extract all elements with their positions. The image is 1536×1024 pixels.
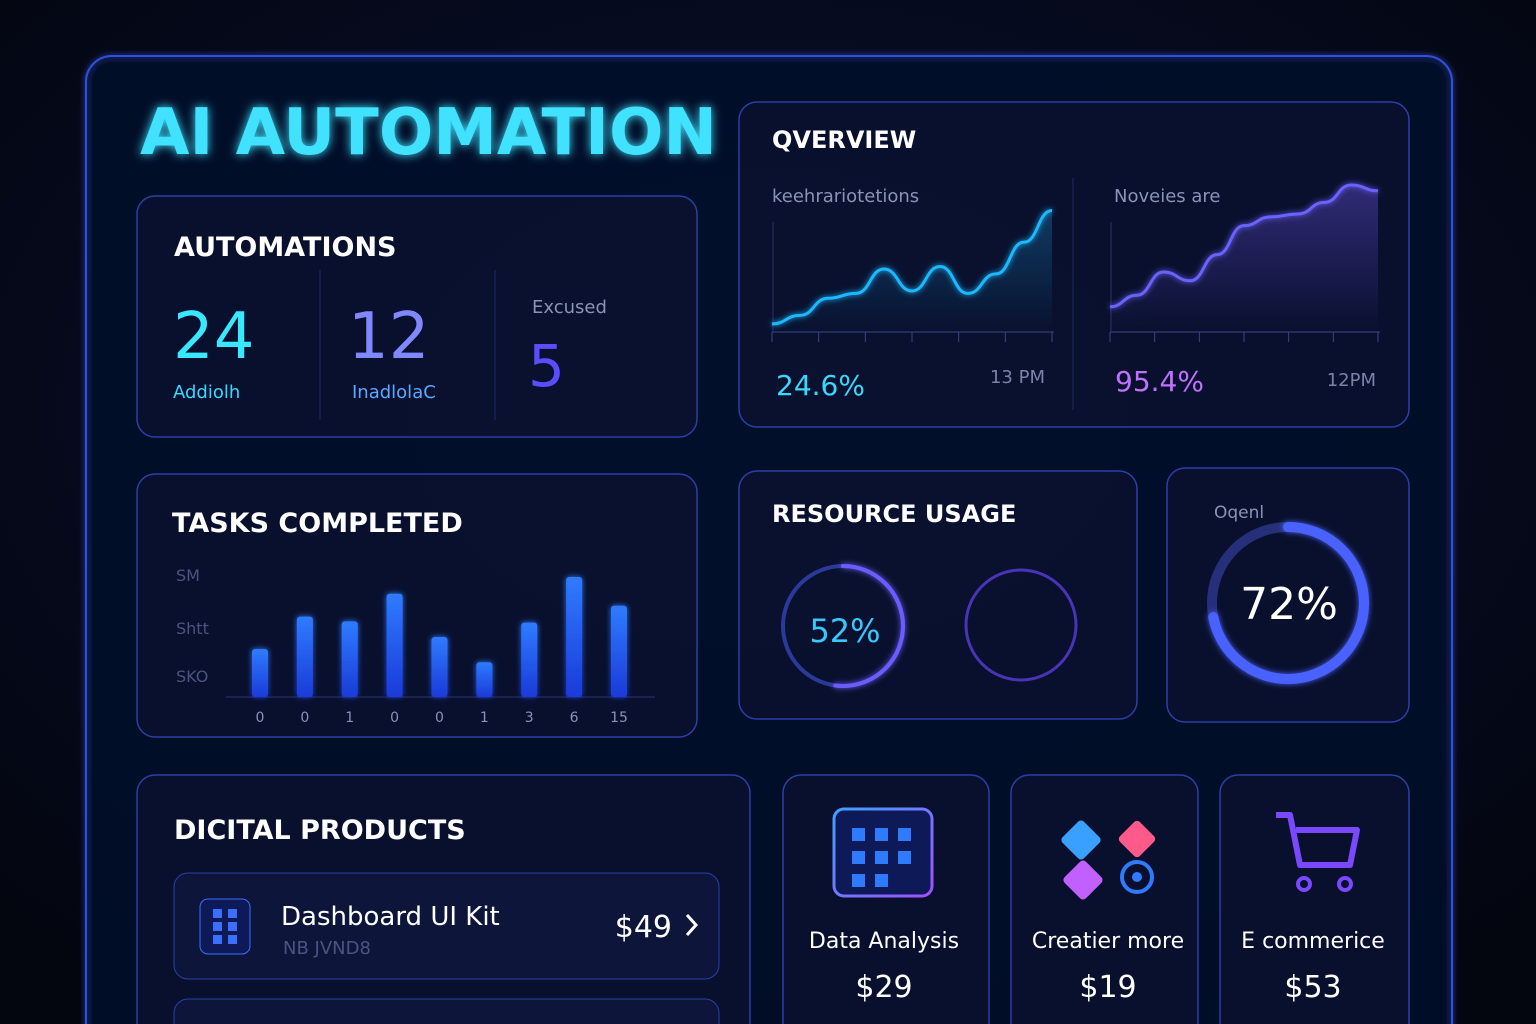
card-icon bbox=[1132, 872, 1142, 882]
bar bbox=[431, 637, 448, 697]
bar bbox=[521, 622, 538, 697]
card-icon bbox=[1063, 860, 1103, 900]
stat-value: 12 bbox=[348, 300, 429, 374]
item-name: Dashboard UI Kit bbox=[281, 902, 500, 932]
x-label: 15 bbox=[610, 710, 628, 726]
panel-title: RESOURCE USAGE bbox=[772, 500, 1016, 528]
gauge-title: Oqenl bbox=[1214, 503, 1264, 523]
overview-panel bbox=[738, 101, 1410, 428]
page-title: AI AUTOMATION bbox=[140, 96, 717, 170]
bar bbox=[296, 616, 313, 697]
stat-label: Excused bbox=[532, 297, 607, 318]
item-sub: NB JVND8 bbox=[283, 938, 371, 959]
product-item[interactable]: Dashboard UI Kit NB JVND8 $49 bbox=[173, 872, 720, 980]
line bbox=[1109, 183, 1379, 309]
card-icon bbox=[1118, 820, 1156, 858]
y-label: SM bbox=[176, 566, 200, 585]
stat-value: 24 bbox=[173, 300, 254, 374]
card-price: $29 bbox=[855, 970, 912, 1005]
x-label: 0 bbox=[435, 710, 444, 726]
bar-chart: SM Shtt SKO 0 0 1 0 0 1 3 6 15 bbox=[176, 566, 628, 726]
stat-label: InadlolaC bbox=[352, 382, 436, 403]
gauge-label: 72% bbox=[1240, 579, 1338, 630]
line-area bbox=[1110, 185, 1378, 332]
item-box[interactable] bbox=[173, 998, 720, 1024]
item-box bbox=[173, 872, 720, 980]
card-price: $19 bbox=[1079, 970, 1136, 1005]
card-price: $53 bbox=[1284, 970, 1341, 1005]
x-label: 0 bbox=[256, 710, 265, 726]
panel-title: QVERVIEW bbox=[772, 126, 916, 154]
open-panel bbox=[1166, 467, 1410, 723]
gauges bbox=[781, 522, 1369, 688]
overview-charts bbox=[771, 183, 1380, 342]
product-card[interactable]: Data Analysis $29 bbox=[782, 774, 990, 1024]
x-label: 0 bbox=[300, 710, 309, 726]
card-name: Data Analysis bbox=[809, 929, 959, 954]
card-name: Creatier more bbox=[1032, 929, 1184, 954]
ring-decoration bbox=[964, 568, 1078, 682]
bar bbox=[341, 621, 358, 697]
product-card[interactable]: Creatier more $19 bbox=[1010, 774, 1199, 1024]
panel-title: AUTOMATIONS bbox=[174, 232, 397, 263]
x-label: 6 bbox=[570, 710, 579, 726]
bar bbox=[386, 593, 403, 697]
stat-label: Addiolh bbox=[173, 382, 240, 403]
bar bbox=[611, 605, 627, 697]
chart-stat: 24.6% bbox=[776, 369, 865, 402]
card-box bbox=[1219, 774, 1410, 1024]
card-name: E commerice bbox=[1241, 929, 1385, 954]
card-icon bbox=[1296, 876, 1312, 892]
tasks-panel bbox=[136, 473, 698, 738]
resource-panel bbox=[738, 470, 1138, 720]
panel-title: DICITAL PRODUCTS bbox=[174, 815, 466, 846]
y-label: Shtt bbox=[176, 619, 209, 638]
card-icon bbox=[1337, 876, 1353, 892]
item-price: $49 bbox=[615, 910, 672, 945]
x-label: 0 bbox=[390, 710, 399, 726]
stat-value: 5 bbox=[528, 332, 565, 400]
chart-time: 12PM bbox=[1327, 370, 1376, 391]
chart-label: keehrariotetions bbox=[772, 186, 919, 207]
gauge-label: 52% bbox=[809, 612, 880, 650]
x-label: 3 bbox=[525, 710, 534, 726]
panel-title: TASKS COMPLETED bbox=[172, 508, 463, 539]
x-label: 1 bbox=[480, 710, 489, 726]
bar bbox=[252, 649, 268, 697]
x-label: 1 bbox=[345, 710, 354, 726]
card-icon bbox=[1276, 812, 1360, 868]
chart-stat: 95.4% bbox=[1115, 365, 1204, 398]
line-area bbox=[772, 210, 1052, 332]
card-icon-grid bbox=[852, 828, 911, 887]
gauge-arc bbox=[1207, 522, 1369, 684]
chart-time: 13 PM bbox=[990, 367, 1045, 388]
bar bbox=[566, 577, 583, 697]
gauge-arc bbox=[781, 564, 905, 688]
card-icon bbox=[1061, 820, 1101, 860]
chart-label: Noveies are bbox=[1114, 186, 1221, 207]
bar bbox=[476, 662, 493, 697]
line bbox=[771, 208, 1053, 326]
item-icon-grid bbox=[213, 909, 237, 944]
card-icon bbox=[1120, 860, 1154, 894]
product-card[interactable]: E commerice $53 bbox=[1219, 774, 1410, 1024]
chevron bbox=[685, 913, 699, 937]
automations-panel bbox=[136, 195, 698, 438]
y-label: SKO bbox=[176, 667, 208, 686]
item-icon bbox=[199, 898, 251, 955]
